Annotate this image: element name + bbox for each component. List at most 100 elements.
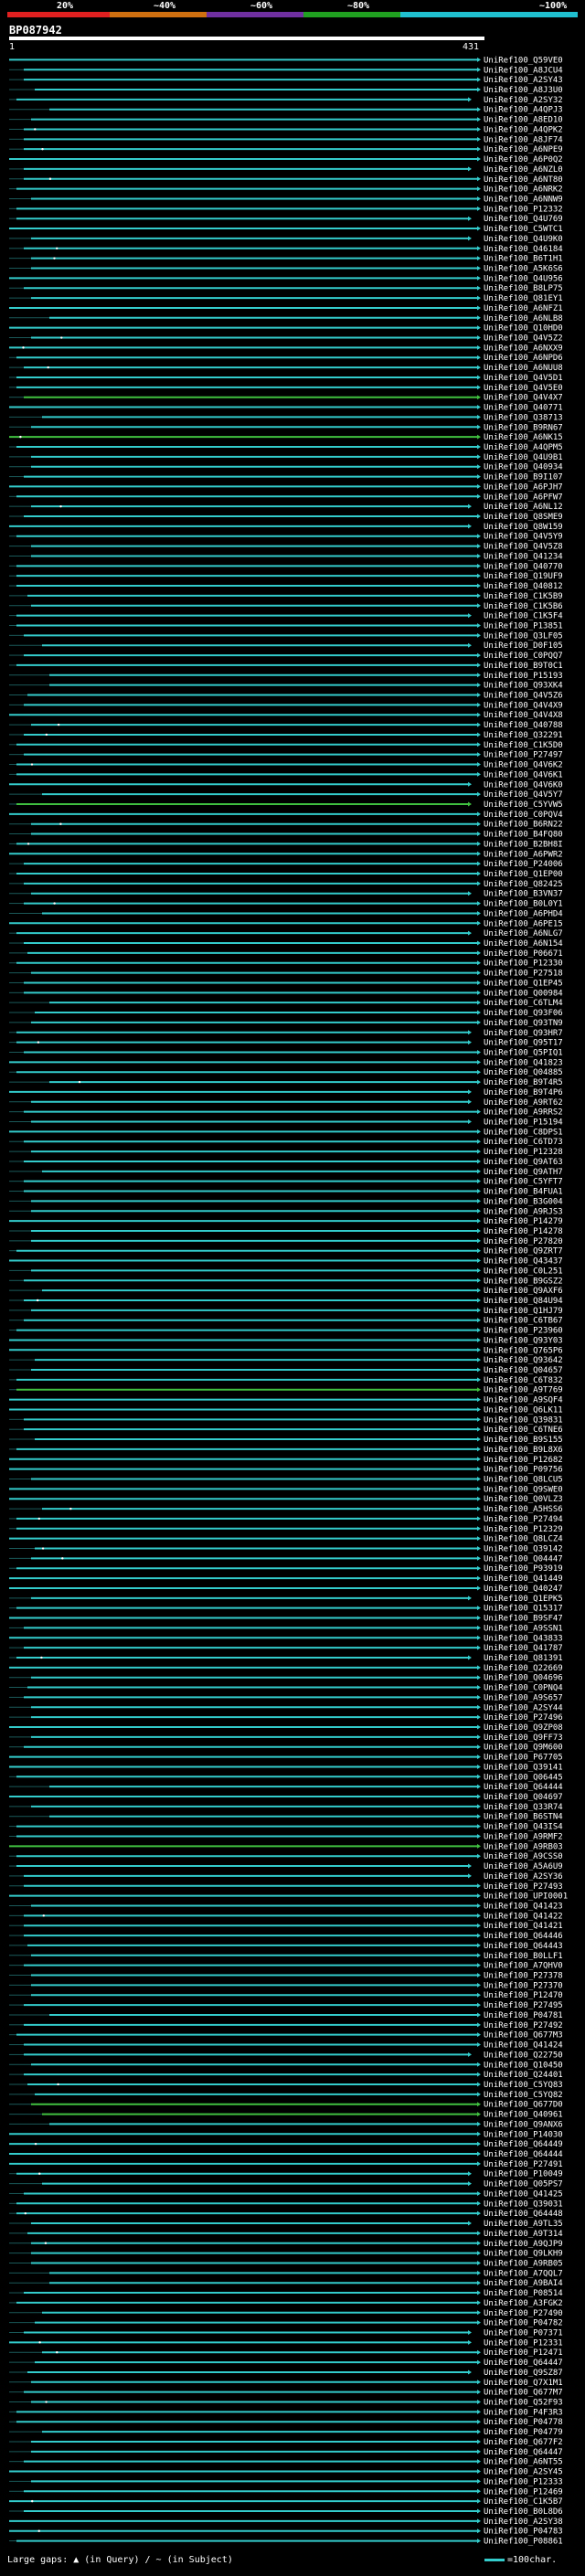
hit-row[interactable]: UniRef100_A8JF74 (9, 135, 563, 144)
hit-row[interactable]: UniRef100_Q43437 (9, 1257, 563, 1267)
hit-row[interactable]: UniRef100_P27370 (9, 1981, 563, 1990)
hit-row[interactable]: UniRef100_Q04885 (9, 1068, 563, 1077)
hit-row[interactable]: UniRef100_Q1EP00 (9, 870, 563, 879)
hit-row[interactable]: UniRef100_Q24401 (9, 2071, 563, 2080)
hit-row[interactable]: UniRef100_B3G004 (9, 1197, 563, 1206)
hit-row[interactable]: UniRef100_C0PQV4 (9, 811, 563, 820)
hit-row[interactable]: UniRef100_Q9ZRT7 (9, 1247, 563, 1256)
hit-row[interactable]: UniRef100_A9SQF4 (9, 1396, 563, 1405)
hit-row[interactable]: UniRef100_A5K6S6 (9, 265, 563, 274)
hit-row[interactable]: UniRef100_Q4V6K0 (9, 780, 563, 790)
hit-row[interactable]: UniRef100_A6NK15 (9, 433, 563, 442)
hit-row[interactable]: UniRef100_C6TNE6 (9, 1426, 563, 1435)
hit-row[interactable]: UniRef100_A9RB03 (9, 1842, 563, 1851)
hit-row[interactable]: UniRef100_Q5PIQ1 (9, 1048, 563, 1057)
hit-row[interactable]: UniRef100_C6TLM4 (9, 999, 563, 1008)
hit-row[interactable]: UniRef100_P06671 (9, 949, 563, 959)
hit-row[interactable]: UniRef100_Q4V4X8 (9, 711, 563, 720)
hit-row[interactable]: UniRef100_P12331 (9, 2338, 563, 2348)
hit-row[interactable]: UniRef100_Q33R74 (9, 1803, 563, 1812)
hit-row[interactable]: UniRef100_C1K5D0 (9, 741, 563, 750)
hit-row[interactable]: UniRef100_A6PJH7 (9, 482, 563, 492)
hit-row[interactable]: UniRef100_A9QJP9 (9, 2240, 563, 2249)
hit-row[interactable]: UniRef100_P67705 (9, 1754, 563, 1763)
hit-row[interactable]: UniRef100_Q93HR7 (9, 1029, 563, 1038)
hit-row[interactable]: UniRef100_Q84U94 (9, 1297, 563, 1306)
hit-row[interactable]: UniRef100_Q93TN9 (9, 1019, 563, 1028)
hit-row[interactable]: UniRef100_A8JCU4 (9, 66, 563, 75)
hit-row[interactable]: UniRef100_Q41422 (9, 1912, 563, 1921)
hit-row[interactable]: UniRef100_Q4V5D1 (9, 374, 563, 383)
hit-row[interactable]: UniRef100_C5YQ82 (9, 2091, 563, 2100)
hit-row[interactable]: UniRef100_A8ED10 (9, 116, 563, 125)
hit-row[interactable]: UniRef100_Q4V5E0 (9, 384, 563, 393)
hit-row[interactable]: UniRef100_Q93Y03 (9, 1336, 563, 1345)
hit-row[interactable]: UniRef100_Q39831 (9, 1415, 563, 1425)
hit-row[interactable]: UniRef100_B6RN22 (9, 821, 563, 830)
hit-row[interactable]: UniRef100_Q6LK11 (9, 1405, 563, 1415)
hit-row[interactable]: UniRef100_C5WTC1 (9, 225, 563, 234)
hit-row[interactable]: UniRef100_C0PQQ7 (9, 652, 563, 661)
hit-row[interactable]: UniRef100_Q8LCU5 (9, 1475, 563, 1484)
hit-row[interactable]: UniRef100_Q4V6K1 (9, 770, 563, 779)
hit-row[interactable]: UniRef100_P27490 (9, 2309, 563, 2318)
hit-row[interactable]: UniRef100_Q64447 (9, 2359, 563, 2368)
hit-row[interactable]: UniRef100_B9L8X6 (9, 1446, 563, 1455)
hit-row[interactable]: UniRef100_Q40788 (9, 721, 563, 730)
hit-row[interactable]: UniRef100_P04781 (9, 2011, 563, 2020)
hit-row[interactable]: UniRef100_B2BH8I (9, 840, 563, 849)
hit-row[interactable]: UniRef100_P14279 (9, 1217, 563, 1226)
hit-row[interactable]: UniRef100_A7QQL7 (9, 2269, 563, 2278)
hit-row[interactable]: UniRef100_Q40771 (9, 404, 563, 413)
hit-row[interactable]: UniRef100_P23960 (9, 1327, 563, 1336)
hit-row[interactable]: UniRef100_Q9ZP08 (9, 1723, 563, 1733)
hit-row[interactable]: UniRef100_Q40961 (9, 2111, 563, 2120)
hit-row[interactable]: UniRef100_A9S657 (9, 1693, 563, 1702)
hit-row[interactable]: UniRef100_P27378 (9, 1972, 563, 1981)
hit-row[interactable]: UniRef100_P27495 (9, 2001, 563, 2010)
hit-row[interactable]: UniRef100_P12333 (9, 2477, 563, 2486)
hit-row[interactable]: UniRef100_Q9ANX6 (9, 2120, 563, 2129)
hit-row[interactable]: UniRef100_Q64449 (9, 2140, 563, 2149)
hit-row[interactable]: UniRef100_Q7X1M1 (9, 2379, 563, 2388)
hit-row[interactable]: UniRef100_Q40770 (9, 562, 563, 571)
hit-row[interactable]: UniRef100_A9CSS0 (9, 1852, 563, 1861)
hit-row[interactable]: UniRef100_Q93642 (9, 1356, 563, 1365)
hit-row[interactable]: UniRef100_Q82425 (9, 880, 563, 889)
hit-row[interactable]: UniRef100_A6NL12 (9, 503, 563, 512)
hit-row[interactable]: UniRef100_A6P0Q2 (9, 155, 563, 164)
hit-row[interactable]: UniRef100_A6NNW9 (9, 195, 563, 204)
hit-row[interactable]: UniRef100_Q81EY1 (9, 294, 563, 303)
hit-row[interactable]: UniRef100_C0L251 (9, 1267, 563, 1276)
hit-row[interactable]: UniRef100_Q15317 (9, 1605, 563, 1614)
hit-row[interactable]: UniRef100_Q38713 (9, 413, 563, 422)
hit-row[interactable]: UniRef100_D0F105 (9, 641, 563, 651)
hit-row[interactable]: UniRef100_Q41449 (9, 1574, 563, 1584)
hit-row[interactable]: UniRef100_Q9AT63 (9, 1158, 563, 1167)
hit-row[interactable]: UniRef100_B3VN37 (9, 890, 563, 899)
hit-row[interactable]: UniRef100_C5YVW5 (9, 800, 563, 810)
hit-row[interactable]: UniRef100_Q4V5Z6 (9, 692, 563, 701)
hit-row[interactable]: UniRef100_P27496 (9, 1713, 563, 1723)
hit-row[interactable]: UniRef100_B9T4P6 (9, 1088, 563, 1097)
hit-row[interactable]: UniRef100_Q22669 (9, 1664, 563, 1673)
hit-row[interactable]: UniRef100_A4QPM5 (9, 443, 563, 452)
hit-row[interactable]: UniRef100_A9RT62 (9, 1098, 563, 1108)
hit-row[interactable]: UniRef100_Q8SME9 (9, 513, 563, 522)
hit-row[interactable]: UniRef100_A2SY32 (9, 96, 563, 105)
hit-row[interactable]: UniRef100_B4FUA1 (9, 1188, 563, 1197)
hit-row[interactable]: UniRef100_A9SSN1 (9, 1624, 563, 1633)
hit-row[interactable]: UniRef100_A6NXX9 (9, 344, 563, 353)
hit-row[interactable]: UniRef100_Q05PS7 (9, 2180, 563, 2189)
hit-row[interactable]: UniRef100_P08514 (9, 2289, 563, 2298)
hit-row[interactable]: UniRef100_P12682 (9, 1456, 563, 1465)
hit-row[interactable]: UniRef100_P24006 (9, 860, 563, 869)
hit-row[interactable]: UniRef100_A2SY36 (9, 1872, 563, 1882)
hit-row[interactable]: UniRef100_A5HSS6 (9, 1505, 563, 1514)
hit-row[interactable]: UniRef100_B4FQ80 (9, 831, 563, 840)
hit-row[interactable]: UniRef100_C1K5F4 (9, 612, 563, 621)
hit-row[interactable]: UniRef100_P27494 (9, 1515, 563, 1524)
hit-row[interactable]: UniRef100_Q10450 (9, 2061, 563, 2070)
hit-row[interactable]: UniRef100_B8LP75 (9, 284, 563, 293)
hit-row[interactable]: UniRef100_Q41823 (9, 1058, 563, 1067)
